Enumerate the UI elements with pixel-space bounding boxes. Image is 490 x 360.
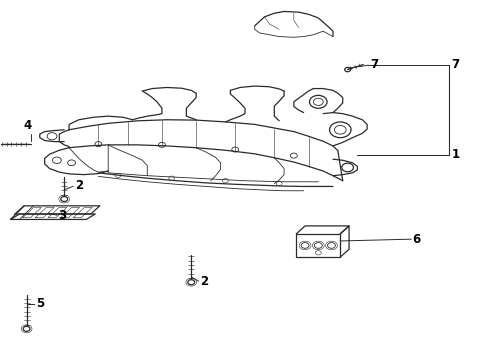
Text: 6: 6	[413, 233, 421, 246]
Text: 2: 2	[200, 275, 208, 288]
Text: 1: 1	[451, 148, 459, 161]
Bar	[296, 234, 340, 257]
Text: 3: 3	[58, 210, 67, 222]
Text: 7: 7	[370, 58, 378, 71]
Text: 4: 4	[24, 118, 32, 132]
Text: 2: 2	[75, 179, 83, 192]
Text: 5: 5	[36, 297, 44, 310]
Text: 7: 7	[451, 58, 459, 71]
